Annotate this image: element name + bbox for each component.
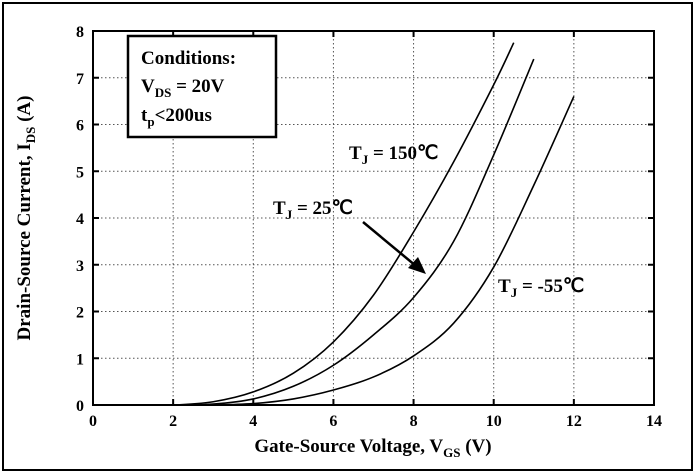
- conditions-box: [126, 34, 278, 139]
- y-tick-label: 8: [76, 24, 84, 41]
- y-tick-label: 5: [76, 164, 84, 181]
- annotation-arrow-head: [408, 257, 426, 274]
- x-tick-label: 10: [486, 413, 502, 430]
- x-tick-label: 14: [646, 413, 662, 430]
- y-tick-label: 1: [76, 351, 84, 368]
- x-tick-label: 12: [566, 413, 582, 430]
- y-tick-label: 4: [76, 211, 84, 228]
- y-tick-label: 6: [76, 118, 84, 135]
- x-tick-label: 6: [329, 413, 337, 430]
- chart-frame: [2, 2, 693, 471]
- y-tick-label: 2: [76, 305, 84, 322]
- x-tick-label: 8: [410, 413, 418, 430]
- conditions-title: Conditions:: [141, 48, 236, 69]
- y-axis-title: Drain-Source Current, IDS (A): [14, 96, 38, 341]
- y-tick-label: 0: [76, 398, 84, 415]
- x-tick-label: 0: [89, 413, 97, 430]
- annotation-arrow-line: [362, 221, 417, 267]
- x-tick-label: 2: [169, 413, 177, 430]
- conditions-tp: tp<200us: [141, 105, 212, 129]
- plot-area: [92, 30, 655, 406]
- label-tj-minus55: TJ = -55℃: [498, 276, 584, 300]
- x-tick-label: 4: [249, 413, 257, 430]
- y-tick-label: 3: [76, 258, 84, 275]
- series-line-tj-150: [133, 42, 515, 407]
- y-tick-label: 7: [76, 71, 84, 88]
- x-axis-title: Gate-Source Voltage, VGS (V): [254, 436, 491, 460]
- label-tj-25: TJ = 25℃: [273, 198, 353, 222]
- conditions-vds: VDS = 20V: [141, 76, 225, 100]
- label-tj-150: TJ = 150℃: [349, 143, 438, 167]
